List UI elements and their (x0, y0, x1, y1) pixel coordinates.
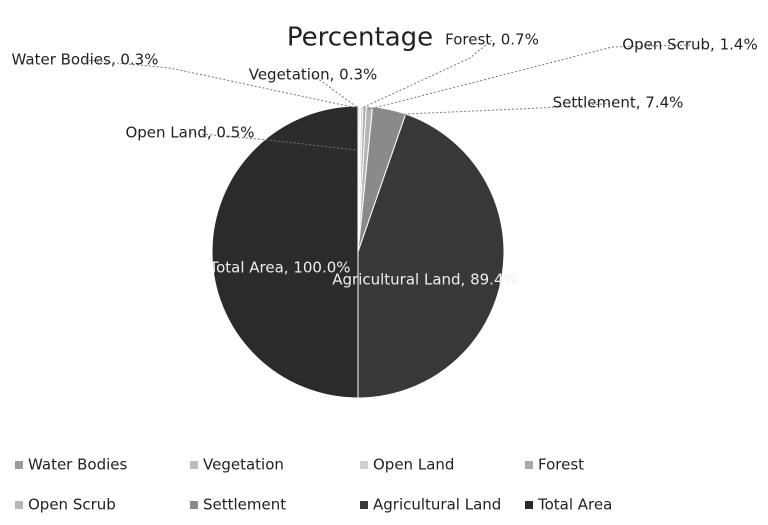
legend-swatch (360, 461, 368, 469)
legend-swatch (190, 501, 198, 509)
legend-swatch (190, 461, 198, 469)
leader-line (384, 102, 619, 116)
legend-label: Settlement (203, 496, 286, 514)
legend-label: Agricultural Land (373, 496, 501, 514)
leader-line (84, 59, 358, 109)
legend-label: Total Area (537, 496, 612, 514)
leader-line (189, 132, 357, 151)
legend-swatch (360, 501, 368, 509)
data-label: Agricultural Land, 89.4% (332, 271, 518, 289)
legend-label: Open Land (373, 456, 454, 474)
leader-line (361, 39, 493, 109)
legend-label: Vegetation (203, 456, 284, 474)
legend-label: Forest (538, 456, 584, 474)
data-label: Vegetation, 0.3% (249, 66, 378, 84)
legend-swatch (525, 501, 533, 509)
legend-label: Water Bodies (28, 456, 127, 474)
legend-swatch (15, 501, 23, 509)
data-label: Open Scrub, 1.4% (622, 36, 757, 54)
pie-slice (357, 113, 505, 399)
data-label: Water Bodies, 0.3% (12, 51, 159, 69)
data-label: Total Area, 100.0% (208, 259, 350, 277)
legend-swatch (525, 461, 533, 469)
chart-title: Percentage (287, 23, 433, 53)
legend-swatch (15, 461, 23, 469)
data-label: Open Land, 0.5% (125, 124, 254, 142)
pie-slice (211, 105, 359, 399)
data-label: Forest, 0.7% (445, 31, 539, 49)
leader-line (312, 74, 359, 109)
data-label: Settlement, 7.4% (553, 94, 684, 112)
legend-label: Open Scrub (28, 496, 116, 514)
